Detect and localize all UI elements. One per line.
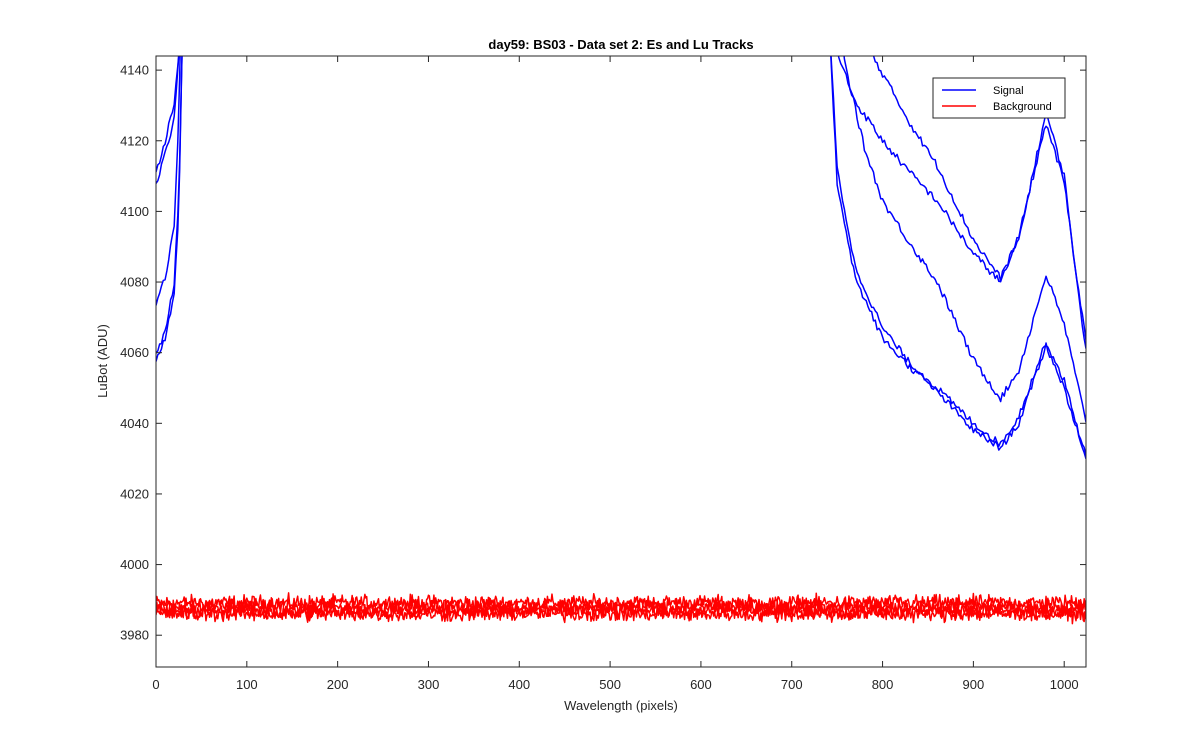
y-tick-label: 3980 [120, 628, 149, 643]
series-line-background [156, 603, 1086, 625]
series-layer [156, 56, 1086, 625]
series-line-signal [156, 56, 1086, 349]
axes-box [155, 55, 1087, 668]
series-line-signal [156, 56, 1086, 423]
y-tick-label: 4020 [120, 486, 149, 501]
x-tick-label: 500 [599, 677, 621, 692]
x-tick-label: 800 [872, 677, 894, 692]
series-line-signal [156, 56, 1086, 460]
x-axis: 0 100 200 300 400 500 600 700 800 900 1000 [152, 56, 1079, 692]
series-line-signal [156, 56, 1086, 341]
legend-label-background: Background [993, 101, 1052, 113]
y-axis-label: LuBot (ADU) [95, 324, 110, 398]
plot-area [156, 56, 1086, 667]
x-tick-label: 1000 [1050, 677, 1079, 692]
x-tick-label: 600 [690, 677, 712, 692]
y-tick-label: 4080 [120, 275, 149, 290]
x-tick-label: 100 [236, 677, 258, 692]
legend-label-signal: Signal [993, 85, 1024, 97]
x-tick-label: 0 [152, 677, 159, 692]
y-tick-label: 4060 [120, 345, 149, 360]
y-tick-label: 4120 [120, 133, 149, 148]
legend-box [932, 77, 1066, 119]
x-tick-label: 400 [508, 677, 530, 692]
x-tick-label: 700 [781, 677, 803, 692]
x-axis-label: Wavelength (pixels) [564, 698, 678, 713]
x-tick-label: 200 [327, 677, 349, 692]
y-tick-label: 4040 [120, 416, 149, 431]
y-tick-label: 4140 [120, 63, 149, 78]
x-tick-label: 900 [963, 677, 985, 692]
x-tick-label: 300 [418, 677, 440, 692]
chart-title: day59: BS03 - Data set 2: Es and Lu Trac… [488, 37, 753, 52]
y-tick-label: 4100 [120, 204, 149, 219]
y-tick-label: 4000 [120, 557, 149, 572]
y-axis: 3980 4000 4020 4040 4060 4080 4100 4120 4140 [120, 63, 1086, 643]
legend: Signal Background [932, 77, 1066, 119]
series-line-signal [156, 56, 1086, 456]
